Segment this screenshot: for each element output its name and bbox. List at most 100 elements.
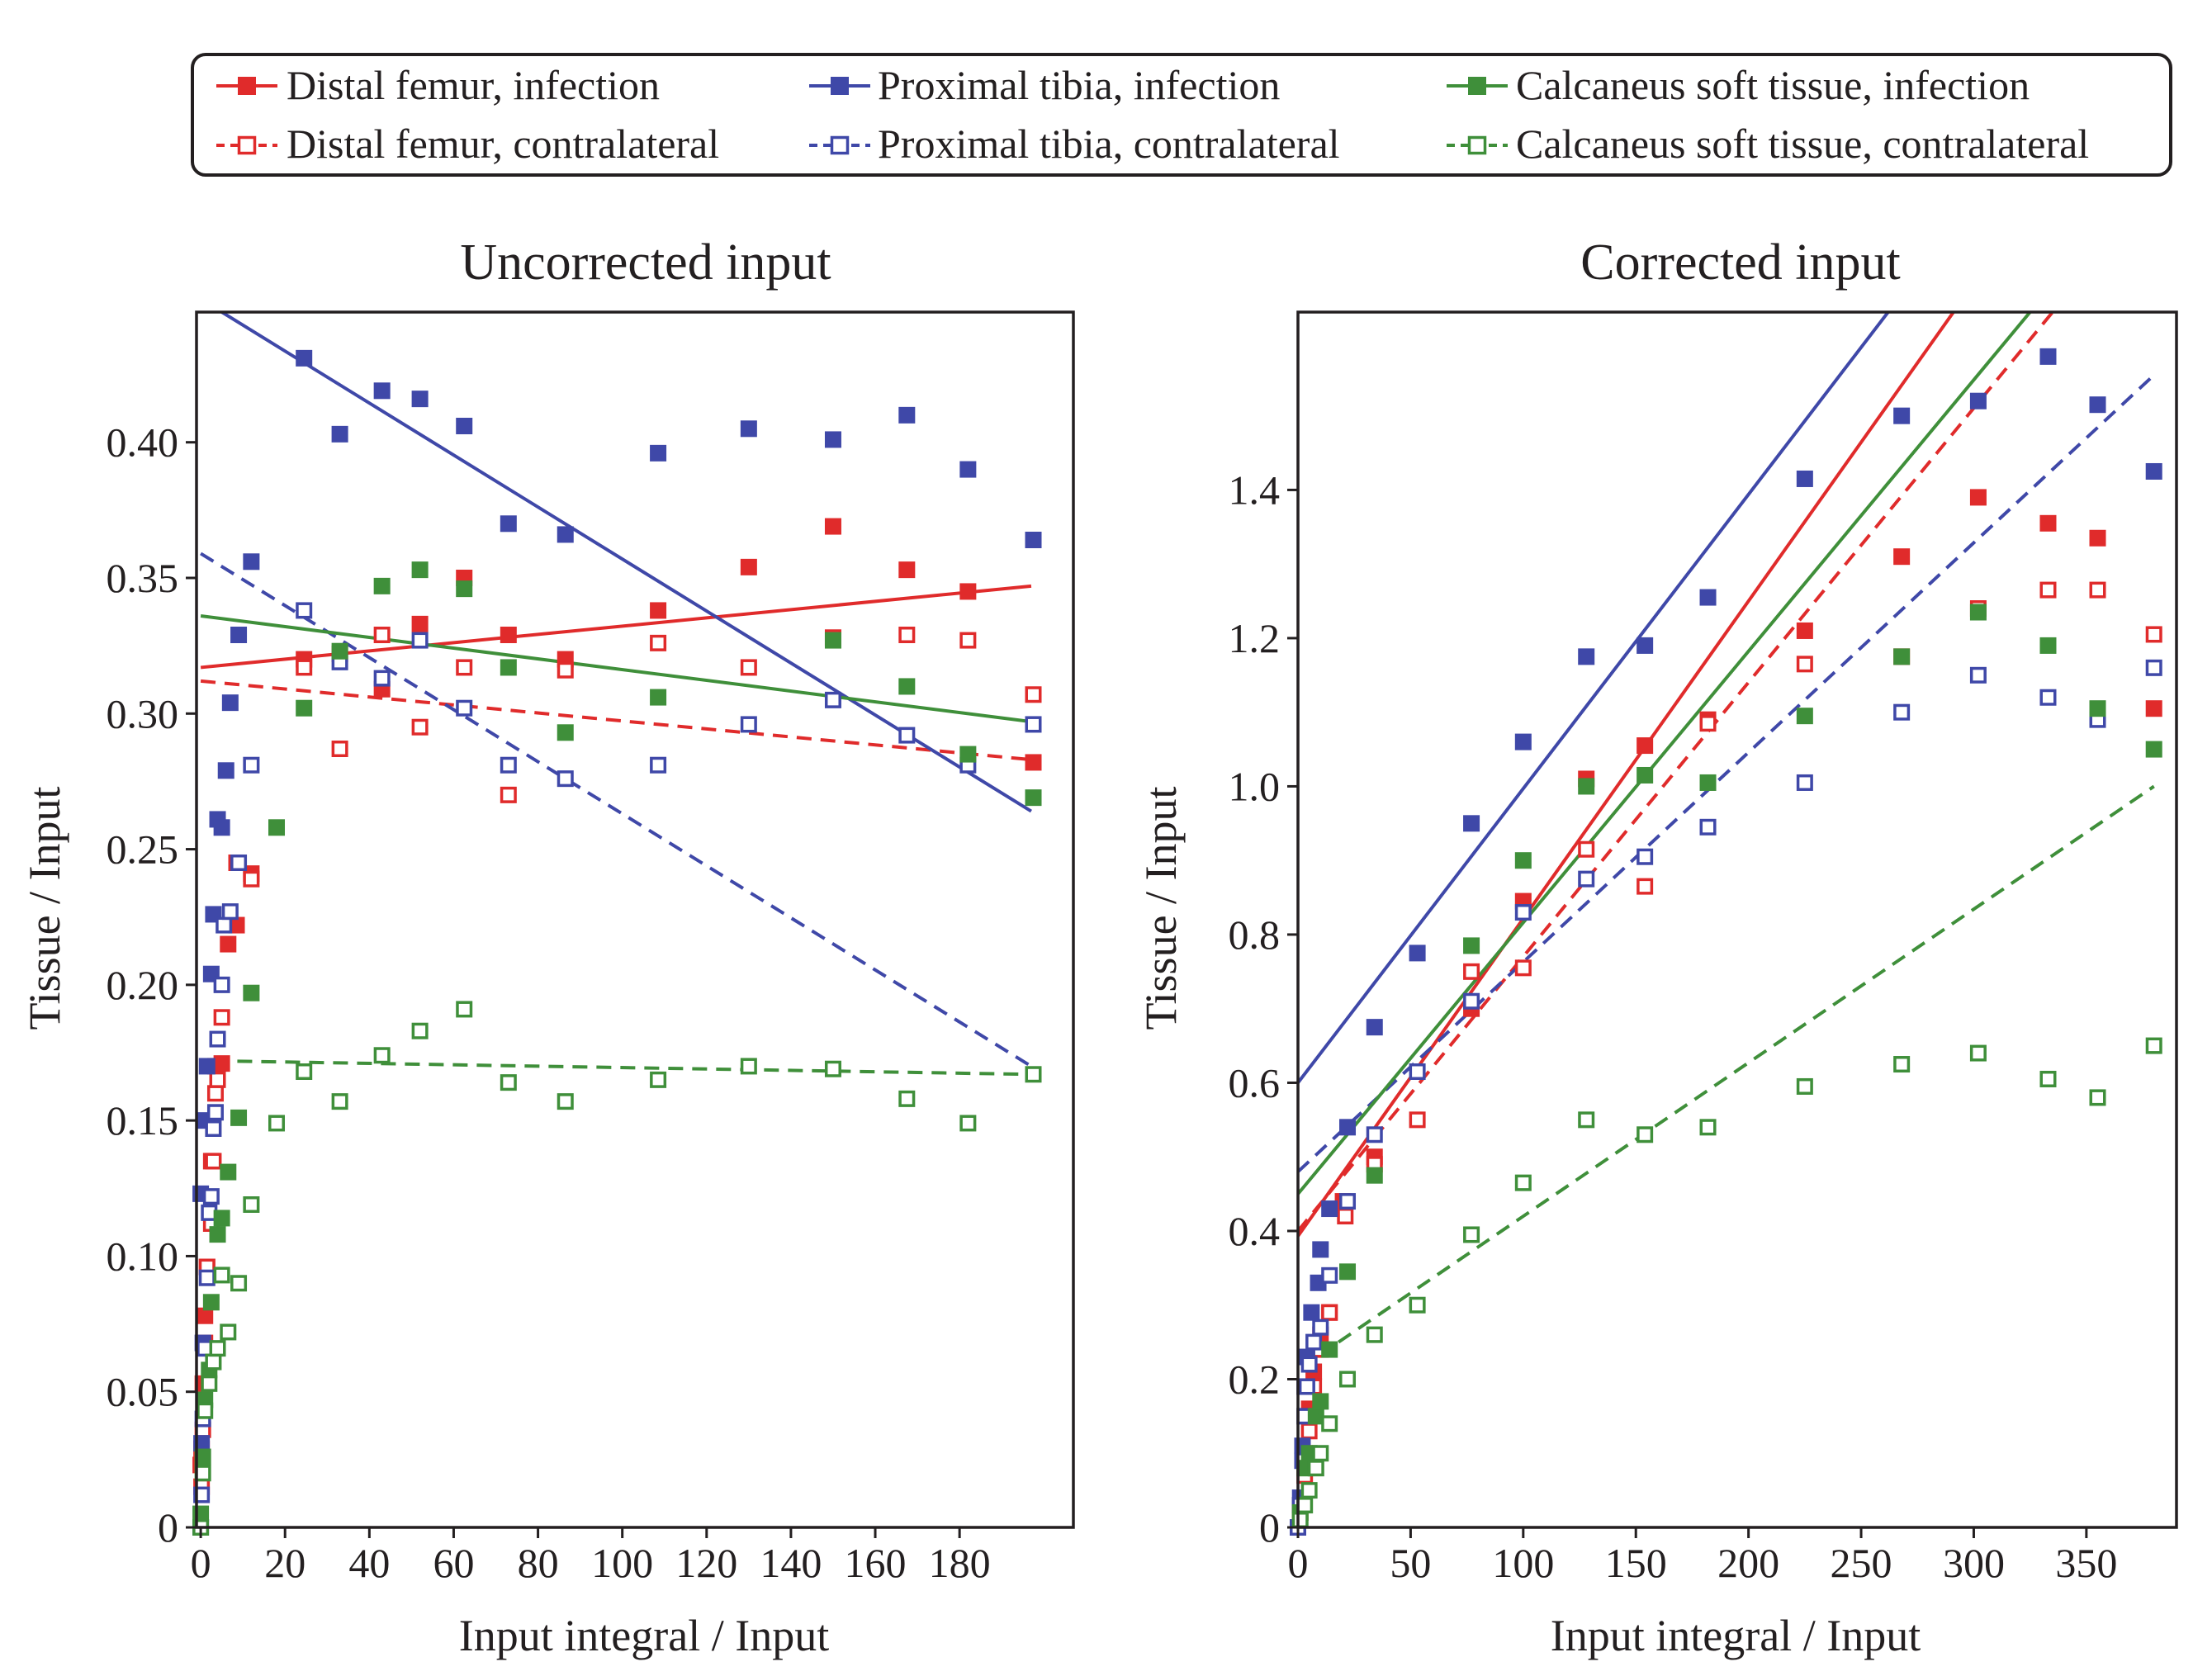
right-y-tick-label: 0.6 — [1229, 1059, 1281, 1105]
left-point-tibia-inf — [898, 406, 916, 424]
left-point-calc-con — [230, 1275, 248, 1292]
left-point-femur-con — [411, 718, 429, 736]
right-point-tibia-con — [1637, 848, 1654, 865]
left-point-tibia-con — [230, 855, 248, 871]
legend: Distal femur, infection Proximal tibia, … — [191, 53, 2172, 177]
left-point-tibia-con — [650, 756, 667, 774]
right-y-tick-label: 1.2 — [1229, 615, 1281, 661]
left-point-tibia-inf — [213, 819, 230, 836]
right-point-femur-inf — [2145, 700, 2162, 717]
right-point-calc-inf — [1637, 766, 1654, 784]
right-point-calc-inf — [1366, 1167, 1383, 1184]
right-point-calc-con — [1637, 1126, 1654, 1143]
left-series-tibia-inf — [192, 349, 1042, 1452]
left-point-tibia-inf — [331, 425, 348, 443]
left-x-tick-label: 0 — [191, 1540, 211, 1586]
right-point-tibia-con — [1298, 1378, 1315, 1395]
left-point-calc-con — [201, 1375, 218, 1392]
left-point-tibia-con — [411, 632, 429, 649]
right-point-tibia-con — [1578, 870, 1595, 888]
left-fit-line-calc-con — [213, 1058, 1031, 1077]
left-point-femur-con — [243, 870, 260, 888]
left-point-tibia-con — [243, 756, 260, 774]
left-y-tick-label: 0 — [158, 1504, 178, 1551]
left-point-femur-con — [373, 627, 391, 643]
left-point-calc-inf — [411, 561, 429, 579]
legend-marker-calc-inf — [1468, 77, 1486, 95]
right-x-tick-label: 50 — [1390, 1540, 1431, 1586]
left-point-femur-inf — [898, 561, 916, 579]
left-point-tibia-inf — [411, 391, 429, 408]
right-point-calc-con — [1796, 1077, 1813, 1095]
left-point-calc-con — [411, 1022, 429, 1039]
right-point-tibia-con — [1514, 904, 1532, 921]
right-point-femur-con — [1337, 1208, 1354, 1225]
left-point-calc-con — [243, 1196, 260, 1213]
left-point-tibia-con — [202, 1188, 220, 1205]
right-point-calc-inf — [1893, 648, 1911, 665]
right-point-femur-con — [2039, 581, 2057, 599]
left-point-femur-con — [331, 741, 348, 757]
right-point-femur-con — [1321, 1304, 1338, 1321]
left-point-femur-con — [500, 786, 517, 803]
right-x-tick-label: 150 — [1605, 1540, 1667, 1586]
left-point-tibia-inf — [221, 694, 239, 712]
right-point-calc-inf — [1699, 774, 1717, 791]
right-point-femur-con — [1300, 1423, 1318, 1440]
right-point-femur-con — [1699, 715, 1717, 732]
left-point-calc-con — [213, 1266, 230, 1284]
right-point-femur-con — [1637, 878, 1654, 895]
left-point-tibia-con — [824, 691, 841, 708]
right-point-tibia-inf — [1637, 637, 1654, 654]
left-point-tibia-con — [373, 670, 391, 687]
right-series-calc-con — [1291, 1037, 2162, 1529]
left-point-calc-inf — [331, 642, 348, 660]
right-point-tibia-con — [1321, 1266, 1338, 1284]
right-point-calc-con — [1321, 1415, 1338, 1432]
legend-entry-femur-con: Distal femur, contralateral — [216, 121, 719, 167]
right-point-tibia-con — [1409, 1063, 1426, 1080]
right-point-femur-con — [1578, 840, 1595, 858]
right-plot-frame — [1296, 310, 2178, 1529]
right-y-axis-label: Tissue / Input — [1136, 786, 1186, 1030]
left-y-tick-label: 0.05 — [107, 1369, 179, 1415]
left-point-tibia-con — [213, 976, 230, 993]
left-point-calc-con — [209, 1340, 226, 1357]
right-point-calc-con — [2089, 1089, 2106, 1106]
left-point-tibia-inf — [824, 431, 841, 448]
left-point-tibia-con — [1025, 716, 1042, 733]
left-point-femur-inf — [1025, 754, 1042, 771]
left-point-femur-inf — [213, 1055, 230, 1072]
left-point-tibia-inf — [500, 515, 517, 533]
left-x-tick-label: 80 — [518, 1540, 559, 1586]
left-point-calc-con — [331, 1093, 348, 1110]
legend-entry-tibia-inf: Proximal tibia, infection — [809, 62, 1280, 108]
left-x-tick-label: 100 — [591, 1540, 653, 1586]
right-series-tibia-con — [1290, 659, 2162, 1536]
left-point-femur-inf — [500, 627, 517, 643]
right-point-calc-con — [1578, 1111, 1595, 1129]
left-point-calc-con — [194, 1465, 211, 1482]
left-x-tick-label: 60 — [433, 1540, 474, 1586]
right-point-calc-inf — [1312, 1393, 1329, 1410]
right-x-tick-label: 200 — [1717, 1540, 1779, 1586]
right-x-tick-label: 250 — [1831, 1540, 1892, 1586]
left-point-calc-con — [740, 1058, 757, 1075]
left-point-femur-con — [959, 632, 977, 649]
left-point-calc-inf — [456, 580, 473, 598]
legend-label-calc-con: Calcaneus soft tissue, contralateral — [1516, 121, 2089, 167]
right-point-tibia-con — [2145, 659, 2162, 676]
right-point-calc-con — [1514, 1174, 1532, 1191]
left-point-femur-inf — [228, 916, 245, 934]
left-x-tick-label: 120 — [675, 1540, 737, 1586]
left-point-calc-inf — [220, 1163, 237, 1181]
left-point-femur-con — [898, 627, 916, 643]
left-point-calc-inf — [213, 1210, 230, 1227]
right-point-tibia-inf — [2145, 462, 2162, 480]
legend-key-femur-inf — [216, 77, 277, 95]
left-point-calc-con — [456, 1001, 473, 1018]
left-point-calc-inf — [1025, 789, 1042, 807]
right-point-tibia-inf — [1699, 589, 1717, 606]
right-point-tibia-inf — [1514, 733, 1532, 750]
